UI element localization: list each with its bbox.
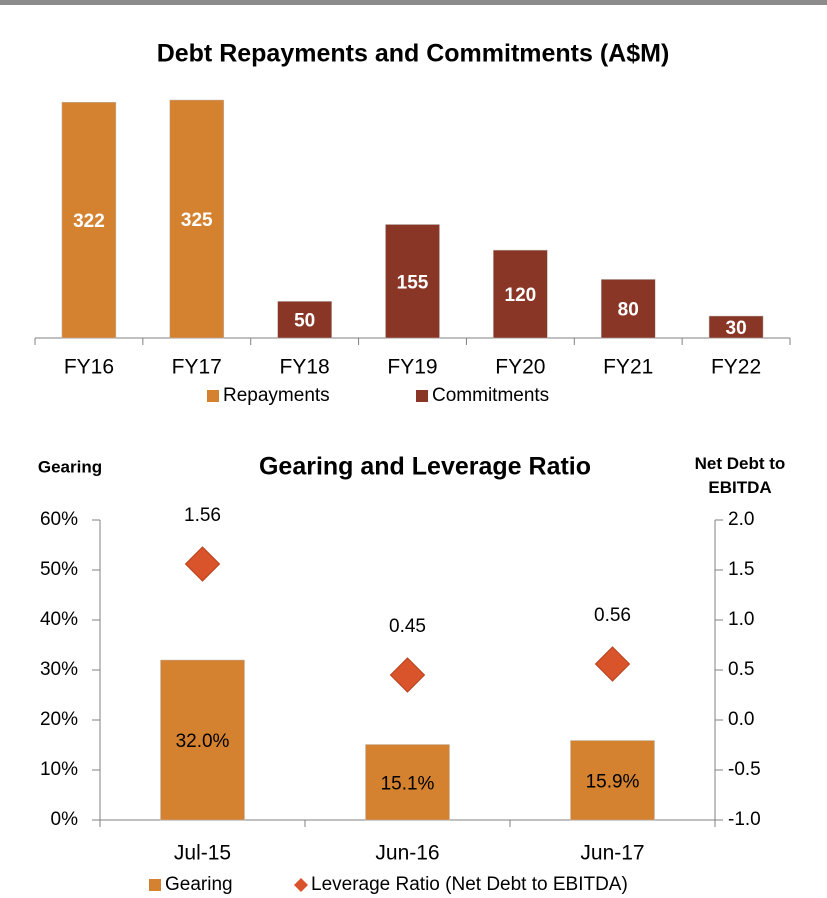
y-tick-label: 0% <box>51 809 79 830</box>
bar-label: 325 <box>181 210 213 231</box>
bar-label: 155 <box>397 272 429 293</box>
x-tick-label: Jun-16 <box>375 842 439 865</box>
legend-label: Gearing <box>165 874 233 895</box>
y-tick-label: 30% <box>40 659 78 680</box>
x-tick-label: FY21 <box>603 356 653 379</box>
bar-label: 30 <box>726 318 747 339</box>
x-tick-label: FY20 <box>495 356 545 379</box>
y-axis-label: Gearing <box>38 457 102 476</box>
legend-swatch <box>207 390 219 402</box>
y2-tick-label: 1.0 <box>728 609 754 630</box>
x-tick-label: FY16 <box>64 356 114 379</box>
bar <box>385 224 440 339</box>
bar-label: 120 <box>505 285 537 306</box>
y2-tick-label: 0.0 <box>728 709 754 730</box>
legend-label: Leverage Ratio (Net Debt to EBITDA) <box>311 874 628 895</box>
x-tick-label: FY18 <box>280 356 330 379</box>
bar <box>493 249 548 339</box>
y-tick-label: 60% <box>40 509 78 530</box>
y2-axis-label: Net Debt to EBITDA <box>694 454 786 497</box>
bar-label: 15.1% <box>381 773 435 794</box>
legend-swatch <box>416 390 428 402</box>
x-tick-label: FY22 <box>711 356 761 379</box>
chart-title: Debt Repayments and Commitments (A$M) <box>157 40 670 68</box>
bar-label: 32.0% <box>176 731 230 752</box>
bar-label: 15.9% <box>586 771 640 792</box>
y-tick-label: 20% <box>40 709 78 730</box>
y-tick-label: 40% <box>40 609 78 630</box>
bar <box>61 101 117 339</box>
legend-label: Commitments <box>432 385 549 406</box>
x-tick-label: Jun-17 <box>580 842 644 865</box>
x-tick-label: Jul-15 <box>174 842 231 865</box>
y2-tick-label: -1.0 <box>728 809 761 830</box>
bar <box>600 279 656 339</box>
top-border <box>0 0 827 5</box>
bar <box>708 315 764 339</box>
bar <box>365 744 450 821</box>
bar-label: 322 <box>73 211 105 232</box>
point-label: 1.56 <box>184 505 221 526</box>
legend-swatch <box>294 878 308 892</box>
bar-label: 80 <box>618 300 639 321</box>
y-tick-label: 50% <box>40 559 78 580</box>
y2-tick-label: 0.5 <box>728 659 754 680</box>
point-label: 0.45 <box>389 616 426 637</box>
bar <box>570 740 655 821</box>
legend-swatch <box>149 879 161 891</box>
x-tick-label: FY17 <box>172 356 222 379</box>
marker <box>594 646 631 682</box>
marker <box>389 657 426 693</box>
y2-tick-label: -0.5 <box>728 759 761 780</box>
bar <box>277 301 332 339</box>
y2-tick-label: 2.0 <box>728 509 754 530</box>
marker <box>184 546 221 582</box>
bar <box>169 99 225 339</box>
legend-label: Repayments <box>223 385 330 406</box>
y2-tick-label: 1.5 <box>728 559 754 580</box>
bar <box>160 659 245 821</box>
x-tick-label: FY19 <box>387 356 437 379</box>
y-tick-label: 10% <box>40 759 78 780</box>
chart-title: Gearing and Leverage Ratio <box>259 453 591 481</box>
bar-label: 50 <box>294 311 315 332</box>
point-label: 0.56 <box>594 605 631 626</box>
